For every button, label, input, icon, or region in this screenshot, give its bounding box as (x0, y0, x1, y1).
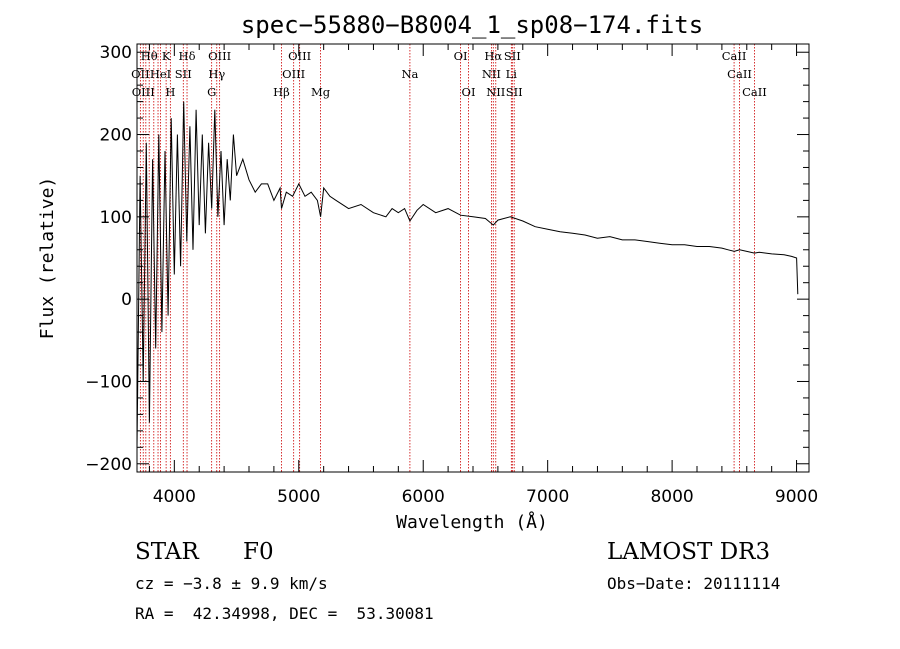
emission-line-label: OIII (132, 85, 155, 99)
chart-title: spec−55880−B8004_1_sp08−174.fits (241, 11, 703, 39)
x-tick-label: 5000 (277, 487, 320, 507)
y-tick-label: −100 (85, 372, 132, 392)
object-subclass: F0 (243, 539, 274, 565)
emission-line-label: CaII (742, 85, 767, 99)
emission-line-label: SII (504, 49, 521, 63)
y-axis-label: Flux (relative) (37, 177, 58, 340)
emission-line-label: Na (401, 67, 418, 81)
x-tick-label: 8000 (650, 487, 693, 507)
coordinates: RA = 42.34998, DEC = 53.30081 (135, 604, 434, 623)
emission-line-markers (139, 44, 755, 472)
y-tick-label: −200 (85, 455, 132, 475)
plot-frame (136, 43, 810, 473)
x-tick-label: 6000 (402, 487, 445, 507)
emission-line-label: SII (175, 67, 192, 81)
emission-line-label: OI (462, 85, 476, 99)
emission-line-label: Mg (311, 85, 331, 99)
y-tick-label: 0 (121, 290, 132, 310)
emission-line-label: Hα (484, 49, 502, 63)
emission-line-label: Hθ (141, 49, 158, 63)
emission-line-label: OI (454, 49, 468, 63)
obs-date: Obs−Date: 20111114 (607, 574, 781, 593)
emission-line-label: H (165, 85, 175, 99)
emission-line-label: CaII (722, 49, 747, 63)
x-tick-label: 9000 (775, 487, 818, 507)
emission-line-label: Hδ (179, 49, 196, 63)
emission-line-label: NII (482, 67, 501, 81)
emission-line-label: CaII (727, 67, 752, 81)
emission-line-label: Hβ (273, 85, 290, 99)
emission-line-label: OIII (208, 49, 231, 63)
redshift-cz: cz = −3.8 ± 9.9 km/s (135, 574, 328, 593)
y-tick-label: 300 (100, 43, 132, 63)
emission-line-label: SII (506, 85, 523, 99)
emission-line-label: Hγ (208, 67, 225, 81)
x-tick-label: 7000 (526, 487, 569, 507)
emission-line-label: OIII (282, 67, 305, 81)
emission-line-label: K (162, 49, 171, 63)
spectrum-line (136, 101, 799, 448)
x-tick-label: 4000 (153, 487, 196, 507)
emission-line-label: OIII (288, 49, 311, 63)
y-tick-label: 200 (100, 126, 132, 146)
emission-line-label: Li (506, 67, 518, 81)
x-axis-label: Wavelength (Å) (396, 511, 548, 533)
object-class: STAR (135, 539, 199, 565)
axis-ticks: 4000 5000 6000 7000 8000 9000 −200 −100 0 100 200 3… (85, 43, 818, 507)
emission-line-label: OII (131, 67, 150, 81)
emission-line-label: NII (486, 85, 505, 99)
survey-name: LAMOST DR3 (607, 539, 771, 565)
emission-line-label: G (207, 85, 216, 99)
y-tick-label: 100 (100, 208, 132, 228)
emission-line-label: HeI (150, 67, 171, 81)
